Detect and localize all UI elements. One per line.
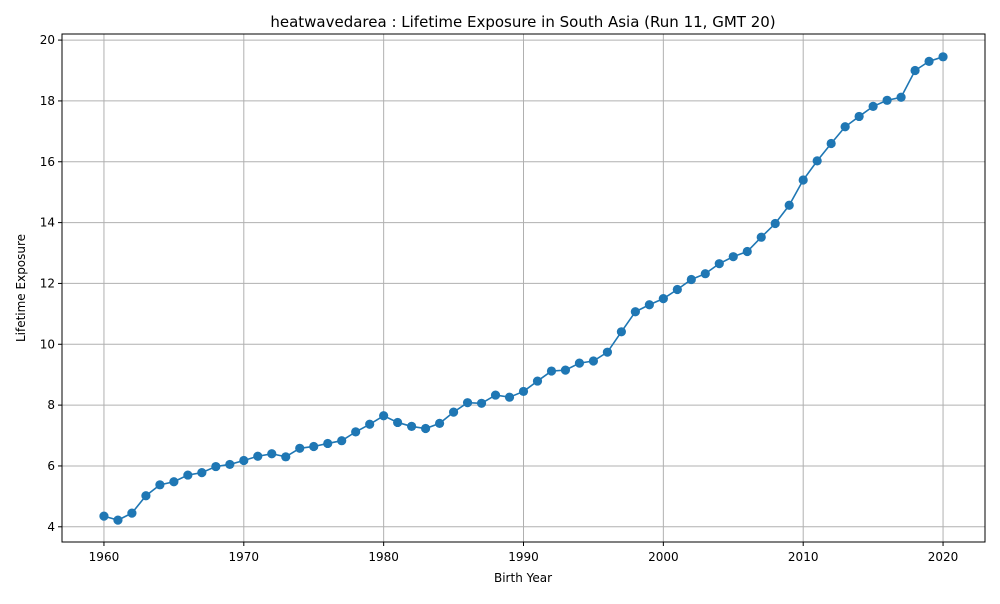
axis-ticks: 1960 1970 1980 1990 2000 2010 2020 4 6 8 10 12 14 16 1…	[40, 33, 959, 564]
data-point	[239, 455, 249, 466]
data-point	[854, 111, 864, 122]
x-tick-label: 2010	[788, 550, 819, 564]
data-point	[714, 259, 724, 269]
data-point	[728, 252, 738, 262]
data-point	[476, 398, 487, 408]
data-point	[127, 508, 137, 518]
data-point	[448, 407, 459, 417]
data-point	[309, 441, 319, 452]
data-point	[644, 300, 654, 310]
data-point	[211, 461, 221, 472]
x-tick-label: 2020	[928, 550, 959, 564]
x-axis-label: Birth Year	[494, 571, 552, 585]
data-point	[616, 327, 626, 337]
y-tick-label: 20	[40, 33, 55, 47]
x-tick-label: 1970	[229, 550, 260, 564]
data-point	[155, 480, 165, 490]
data-point	[99, 511, 109, 521]
y-tick-label: 6	[47, 459, 55, 473]
data-point	[686, 274, 696, 285]
data-point	[365, 419, 375, 429]
data-point	[812, 156, 822, 166]
y-tick-label: 18	[40, 94, 55, 108]
data-point	[197, 468, 207, 478]
data-point	[421, 423, 431, 434]
data-point	[588, 356, 599, 366]
data-point	[490, 390, 501, 400]
data-point	[351, 427, 361, 437]
y-tick-label: 8	[47, 398, 55, 412]
data-point	[532, 376, 543, 386]
chart-title: heatwavedarea : Lifetime Exposure in Sou…	[270, 13, 775, 31]
data-point	[560, 365, 571, 375]
data-point	[756, 232, 766, 242]
y-axis-label: Lifetime Exposure	[14, 234, 28, 342]
y-tick-label: 4	[47, 520, 55, 534]
data-point	[896, 92, 906, 102]
x-tick-label: 2000	[648, 550, 679, 564]
data-point	[183, 470, 193, 480]
data-point	[882, 95, 892, 105]
data-point	[784, 200, 794, 210]
data-point	[504, 392, 515, 402]
x-tick-label: 1990	[508, 550, 539, 564]
data-point	[379, 411, 389, 421]
data-point	[295, 443, 305, 453]
data-point	[393, 417, 403, 428]
data-point	[840, 122, 850, 132]
data-point	[658, 294, 668, 304]
x-tick-label: 1980	[368, 550, 399, 564]
data-point	[267, 449, 277, 459]
data-point	[938, 52, 948, 62]
y-tick-label: 10	[40, 337, 55, 351]
data-point	[630, 307, 640, 317]
data-point	[337, 436, 347, 446]
data-series	[99, 52, 948, 525]
data-point	[672, 284, 682, 295]
data-point	[826, 138, 836, 149]
data-point	[910, 65, 920, 76]
data-point	[281, 452, 291, 462]
data-point	[434, 418, 445, 428]
data-point	[407, 421, 417, 432]
data-point	[169, 477, 179, 487]
data-point	[113, 515, 123, 525]
data-point	[141, 491, 151, 501]
data-point	[924, 56, 934, 66]
data-point	[574, 358, 585, 368]
data-point	[253, 451, 263, 461]
data-point	[518, 386, 529, 397]
y-tick-label: 14	[40, 216, 55, 230]
data-point	[700, 269, 710, 279]
data-point	[225, 459, 235, 470]
y-tick-label: 16	[40, 155, 55, 169]
x-tick-label: 1960	[89, 550, 120, 564]
data-point	[602, 347, 613, 357]
data-point	[742, 246, 752, 257]
grid	[62, 34, 985, 542]
data-point	[798, 175, 808, 185]
data-point	[323, 438, 333, 449]
data-point	[462, 398, 473, 408]
y-tick-label: 12	[40, 276, 55, 290]
data-point	[770, 218, 780, 229]
data-point	[868, 101, 878, 111]
data-point	[546, 366, 557, 376]
